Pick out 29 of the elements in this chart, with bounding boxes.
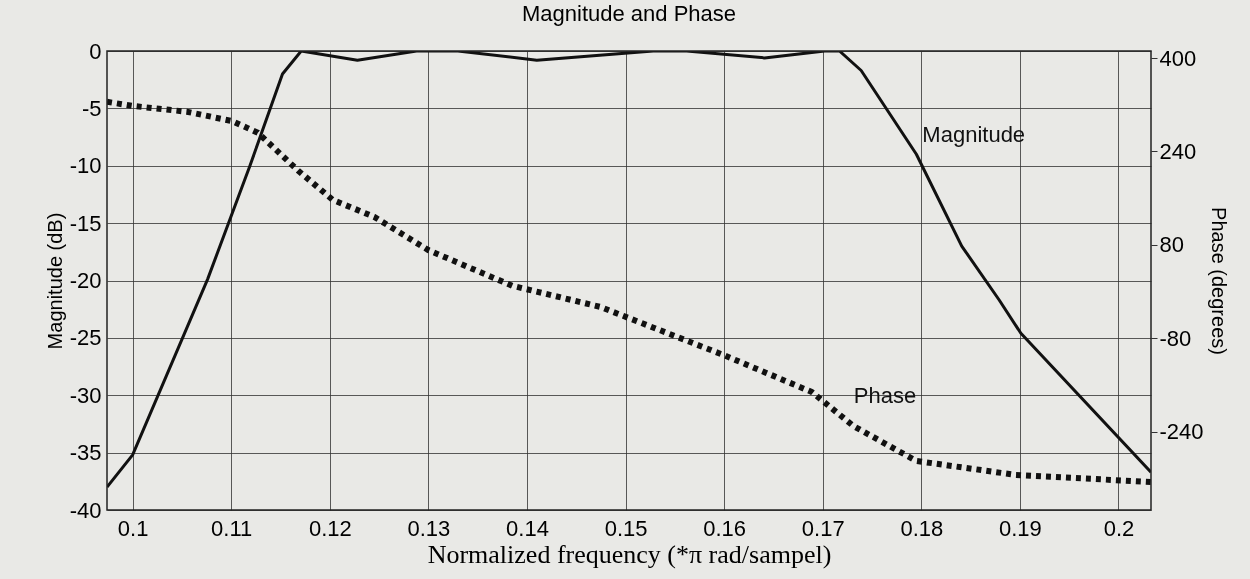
y-tick-label: -5 [81,95,102,121]
y-tick-label: 0 [89,38,102,64]
x-axis-title: Normalized frequency (*π rad/sampel) [427,539,832,569]
y-tick-label: -15 [69,210,102,236]
y-tick-label: -30 [69,382,102,408]
x-tick-label: 0.12 [308,515,352,541]
y2-tick-label: 80 [1159,232,1184,258]
x-tick-label: 0.1 [117,515,149,541]
y2-tick-label: 400 [1159,45,1197,71]
chart-title: Magnitude and Phase [521,1,737,26]
y2-tick-label: 240 [1159,138,1197,164]
y-tick-label: -10 [69,153,102,179]
x-tick-label: 0.14 [506,515,549,541]
y-axis-title: Magnitude (dB) [43,212,66,350]
y2-tick-label: -80 [1159,325,1192,351]
x-tick-label: 0.15 [604,515,648,541]
x-tick-label: 0.17 [801,515,845,541]
y-tick-label: -35 [69,440,102,466]
x-tick-label: 0.13 [407,515,451,541]
x-tick-label: 0.18 [900,515,944,541]
y-tick-label: -25 [69,325,102,351]
x-tick-label: 0.19 [998,515,1042,541]
x-tick-label: 0.16 [703,515,747,541]
y2-tick-label: -240 [1159,419,1204,445]
y-tick-label: -20 [69,268,102,293]
y-tick-label: -40 [69,497,102,523]
x-tick-label: 0.11 [211,515,253,541]
y2-axis-title: Phase (degrees) [1207,207,1230,355]
x-tick-label: 0.2 [1103,515,1135,541]
